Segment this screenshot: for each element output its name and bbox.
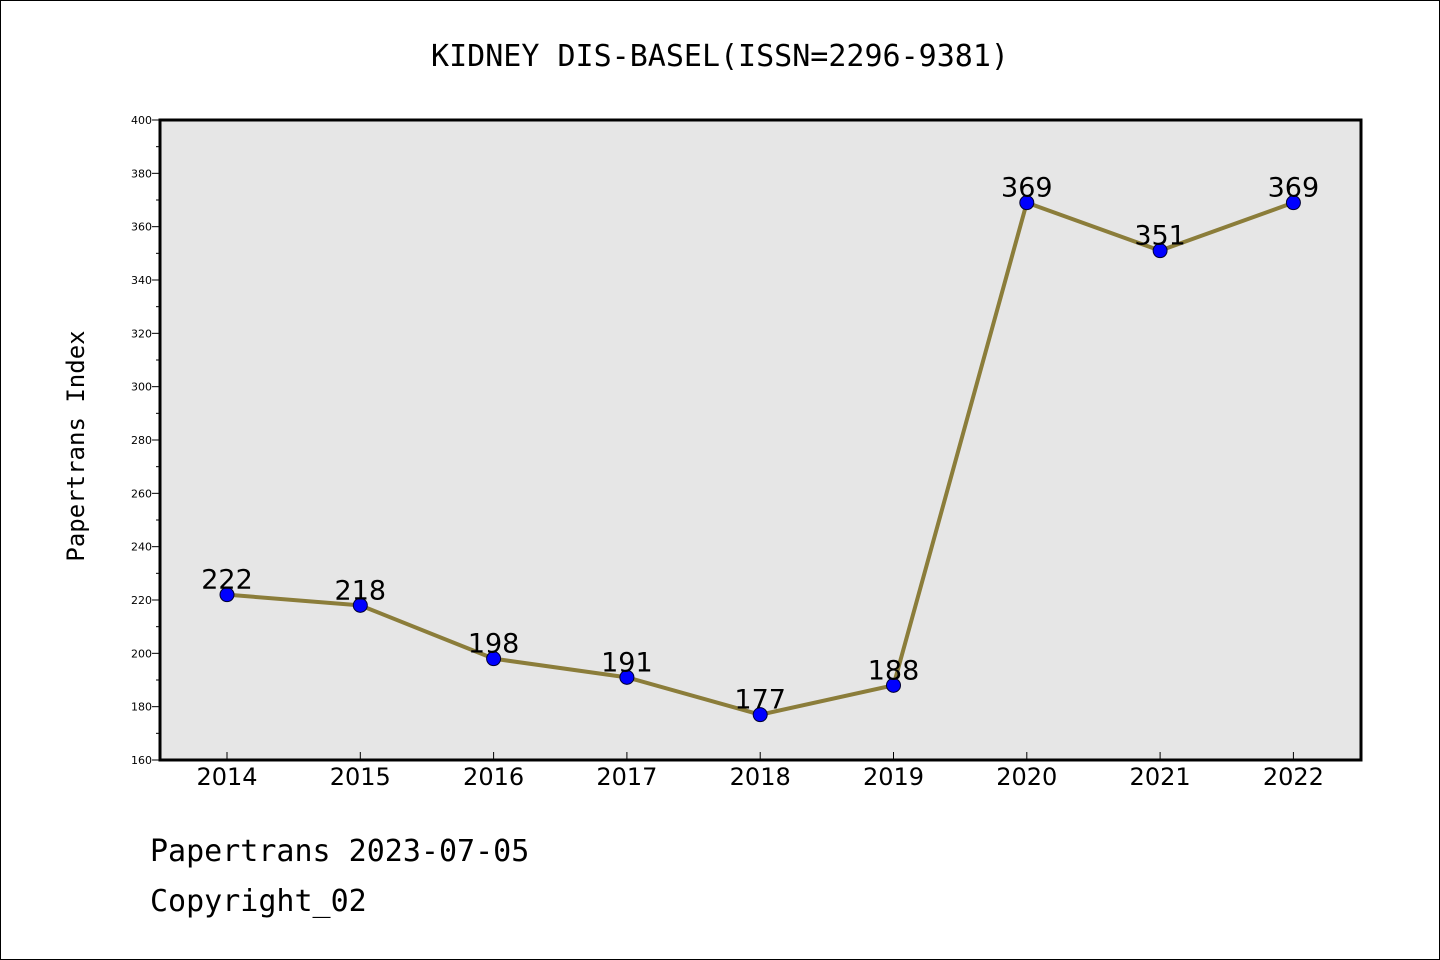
series-group: 222 218 198 191 177 188 369 351 369 bbox=[201, 173, 1320, 723]
y-tick-label: 400 bbox=[131, 114, 152, 127]
data-point bbox=[1285, 195, 1301, 211]
y-tick-label: 340 bbox=[131, 274, 152, 287]
y-tick-label: 180 bbox=[131, 701, 152, 714]
data-label: 369 bbox=[1001, 173, 1053, 204]
y-tick-label: 280 bbox=[131, 434, 152, 447]
data-label: 369 bbox=[1268, 173, 1320, 204]
x-tick-label: 2018 bbox=[730, 763, 791, 791]
data-point bbox=[219, 587, 235, 603]
data-label: 177 bbox=[734, 685, 786, 716]
y-tick-label: 160 bbox=[131, 754, 152, 767]
data-point bbox=[1152, 243, 1168, 259]
x-tick-label: 2015 bbox=[330, 763, 391, 791]
data-label: 222 bbox=[201, 565, 253, 596]
data-label: 198 bbox=[468, 629, 520, 660]
data-point bbox=[1019, 195, 1035, 211]
x-tick-label: 2022 bbox=[1263, 763, 1324, 791]
data-label: 188 bbox=[868, 655, 920, 686]
x-tick-label: 2014 bbox=[196, 763, 257, 791]
y-tick-label: 360 bbox=[131, 221, 152, 234]
x-tick-label: 2020 bbox=[996, 763, 1057, 791]
x-tick-label: 2017 bbox=[596, 763, 657, 791]
y-tick-label: 320 bbox=[131, 327, 152, 340]
footer-date-text: Papertrans 2023-07-05 bbox=[150, 834, 530, 869]
y-tick-label: 380 bbox=[131, 167, 152, 180]
x-tick-label: 2019 bbox=[863, 763, 924, 791]
data-label: 191 bbox=[601, 647, 653, 678]
y-axis-ticks: 160 180 200 220 240 260 280 300 320 340 360 380 400 bbox=[131, 114, 160, 767]
y-tick-label: 220 bbox=[131, 594, 152, 607]
data-point bbox=[619, 669, 635, 685]
y-tick-label: 240 bbox=[131, 541, 152, 554]
footer-copyright-text: Copyright_02 bbox=[150, 884, 367, 919]
data-point bbox=[486, 651, 502, 667]
y-tick-label: 260 bbox=[131, 487, 152, 500]
x-axis-ticks: 2014 2015 2016 2017 2018 2019 2020 2021 2022 bbox=[196, 752, 1324, 791]
y-tick-label: 300 bbox=[131, 381, 152, 394]
x-tick-label: 2016 bbox=[463, 763, 524, 791]
x-tick-label: 2021 bbox=[1130, 763, 1191, 791]
chart-title: KIDNEY DIS-BASEL(ISSN=2296-9381) bbox=[431, 39, 1009, 74]
data-point bbox=[752, 707, 768, 723]
data-label: 218 bbox=[335, 575, 387, 606]
y-axis-label: Papertrans Index bbox=[62, 330, 90, 561]
plot-area bbox=[158, 118, 1363, 762]
data-point bbox=[352, 597, 368, 613]
data-label: 351 bbox=[1134, 221, 1186, 252]
data-point bbox=[886, 677, 901, 693]
y-tick-label: 200 bbox=[131, 647, 152, 660]
